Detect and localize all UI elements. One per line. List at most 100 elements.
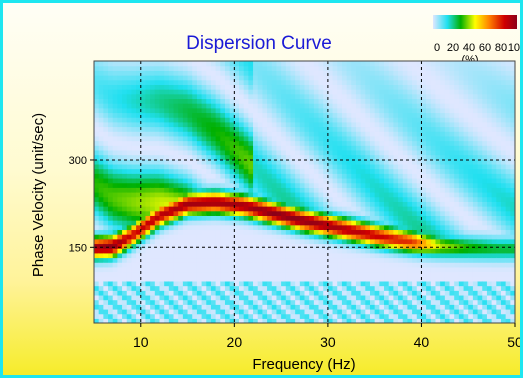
heatmap-cell xyxy=(257,107,263,114)
heatmap-cell xyxy=(384,145,390,151)
heatmap-cell xyxy=(341,252,348,259)
heatmap-cell xyxy=(500,313,507,319)
heatmap-cell xyxy=(309,215,315,221)
heatmap-cell xyxy=(220,168,226,174)
heatmap-cell xyxy=(491,131,497,137)
heatmap-cell xyxy=(281,140,287,146)
heatmap-cell xyxy=(140,294,147,301)
heatmap-cell xyxy=(323,318,329,323)
heatmap-cell xyxy=(182,145,189,151)
heatmap-cell xyxy=(145,276,151,282)
heatmap-cell xyxy=(94,280,100,287)
heatmap-cell xyxy=(440,257,446,263)
heatmap-cell xyxy=(271,107,278,114)
heatmap-cell xyxy=(323,308,329,315)
heatmap-cell xyxy=(126,220,133,226)
heatmap-cell xyxy=(168,262,175,268)
heatmap-cell xyxy=(108,140,114,146)
heatmap-cell xyxy=(150,271,156,277)
heatmap-cell xyxy=(220,121,226,128)
heatmap-cell xyxy=(444,280,451,287)
heatmap-cell xyxy=(290,271,296,277)
heatmap-cell xyxy=(500,117,507,123)
heatmap-cell xyxy=(178,135,184,142)
heatmap-cell xyxy=(215,257,221,263)
heatmap-cell xyxy=(360,192,366,198)
heatmap-cell xyxy=(341,65,348,71)
heatmap-cell xyxy=(449,154,455,160)
heatmap-cell xyxy=(136,159,142,165)
heatmap-cell xyxy=(178,187,184,193)
heatmap-cell xyxy=(253,304,259,310)
heatmap-cell xyxy=(482,308,488,315)
heatmap-cell xyxy=(346,98,352,104)
heatmap-cell xyxy=(482,238,488,245)
heatmap-cell xyxy=(94,89,100,95)
heatmap-cell xyxy=(257,121,263,128)
heatmap-cell xyxy=(154,173,161,179)
heatmap-cell xyxy=(369,131,376,137)
heatmap-cell xyxy=(346,177,352,184)
heatmap-cell xyxy=(136,266,142,273)
heatmap-cell xyxy=(346,290,352,296)
heatmap-cell xyxy=(262,103,268,109)
heatmap-cell xyxy=(257,234,263,240)
heatmap-cell xyxy=(398,196,404,202)
heatmap-cell xyxy=(299,107,306,114)
heatmap-cell xyxy=(164,304,170,310)
heatmap-cell xyxy=(426,173,432,179)
heatmap-cell xyxy=(426,280,432,287)
heatmap-cell xyxy=(248,70,254,76)
heatmap-cell xyxy=(206,131,212,137)
heatmap-cell xyxy=(201,196,207,202)
heatmap-cell xyxy=(309,229,315,235)
heatmap-cell xyxy=(500,93,507,100)
heatmap-cell xyxy=(168,229,175,235)
heatmap-cell xyxy=(355,70,362,76)
heatmap-cell xyxy=(150,112,156,118)
heatmap-cell xyxy=(440,206,446,212)
heatmap-cell xyxy=(304,61,310,67)
heatmap-cell xyxy=(449,201,455,207)
heatmap-cell xyxy=(196,210,203,216)
heatmap-cell xyxy=(444,177,451,184)
heatmap-cell xyxy=(210,79,217,85)
heatmap-cell xyxy=(496,285,502,291)
heatmap-cell xyxy=(337,121,343,128)
heatmap-cell xyxy=(295,70,301,76)
heatmap-cell xyxy=(108,79,114,85)
heatmap-cell xyxy=(412,103,418,109)
heatmap-cell xyxy=(355,107,362,114)
heatmap-cell xyxy=(398,262,404,268)
heatmap-cell xyxy=(426,159,432,165)
heatmap-cell xyxy=(449,210,455,216)
heatmap-cell xyxy=(140,89,147,95)
heatmap-cell xyxy=(486,107,493,114)
heatmap-cell xyxy=(458,145,465,151)
heatmap-cell xyxy=(112,168,118,174)
heatmap-cell xyxy=(374,173,380,179)
heatmap-cell xyxy=(496,159,502,165)
heatmap-cell xyxy=(182,220,189,226)
heatmap-cell xyxy=(262,294,268,301)
heatmap-cell xyxy=(253,243,259,249)
heatmap-cell xyxy=(309,201,315,207)
heatmap-cell xyxy=(187,126,193,132)
heatmap-cell xyxy=(243,308,249,315)
heatmap-cell xyxy=(271,308,278,315)
heatmap-cell xyxy=(290,103,296,109)
heatmap-cell xyxy=(168,117,175,123)
heatmap-cell xyxy=(248,126,254,132)
heatmap-cell xyxy=(262,313,268,319)
heatmap-cell xyxy=(103,294,109,301)
heatmap-cell xyxy=(182,187,189,193)
heatmap-cell xyxy=(458,168,465,174)
heatmap-cell xyxy=(103,61,109,67)
heatmap-cell xyxy=(393,234,399,240)
heatmap-cell xyxy=(477,75,483,81)
heatmap-cell xyxy=(253,271,259,277)
heatmap-cell xyxy=(482,196,488,202)
heatmap-cell xyxy=(192,121,198,128)
heatmap-cell xyxy=(267,238,273,245)
heatmap-cell xyxy=(145,238,151,245)
